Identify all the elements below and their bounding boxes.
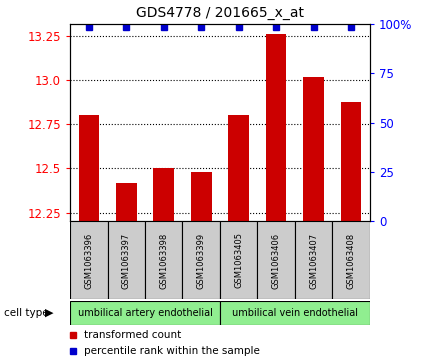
Text: GSM1063405: GSM1063405	[234, 232, 243, 289]
Bar	[220, 221, 258, 299]
Text: GSM1063399: GSM1063399	[197, 232, 206, 289]
Bar	[303, 77, 324, 221]
Text: GSM1063397: GSM1063397	[122, 232, 131, 289]
Text: cell type: cell type	[4, 308, 49, 318]
Bar	[79, 115, 99, 221]
Text: percentile rank within the sample: percentile rank within the sample	[84, 346, 260, 356]
Text: GSM1063407: GSM1063407	[309, 232, 318, 289]
Bar	[191, 172, 212, 221]
Text: umbilical vein endothelial: umbilical vein endothelial	[232, 308, 358, 318]
Text: ▶: ▶	[45, 308, 53, 318]
Bar	[228, 115, 249, 221]
Bar	[182, 221, 220, 299]
Text: GSM1063398: GSM1063398	[159, 232, 168, 289]
Bar	[341, 102, 361, 221]
Bar	[108, 221, 145, 299]
Bar	[116, 183, 136, 221]
Bar	[153, 168, 174, 221]
Text: umbilical artery endothelial: umbilical artery endothelial	[78, 308, 212, 318]
Bar	[295, 221, 332, 299]
Bar	[220, 301, 370, 325]
Bar	[266, 34, 286, 221]
Bar	[70, 301, 220, 325]
Title: GDS4778 / 201665_x_at: GDS4778 / 201665_x_at	[136, 6, 304, 20]
Text: GSM1063408: GSM1063408	[346, 232, 356, 289]
Text: transformed count: transformed count	[84, 330, 181, 340]
Text: GSM1063396: GSM1063396	[84, 232, 94, 289]
Bar	[258, 221, 295, 299]
Text: GSM1063406: GSM1063406	[272, 232, 280, 289]
Bar	[332, 221, 370, 299]
Bar	[70, 221, 108, 299]
Bar	[145, 221, 182, 299]
